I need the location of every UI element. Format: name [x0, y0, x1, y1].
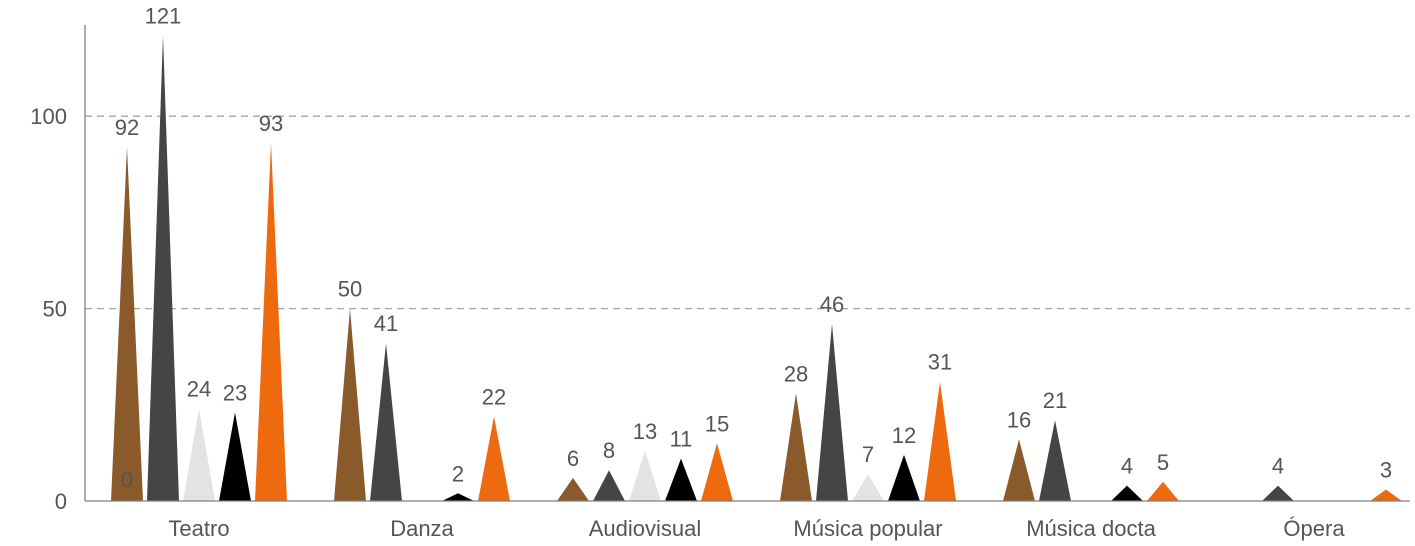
- category-label: Música docta: [1026, 516, 1156, 541]
- bar-triangle: [701, 443, 733, 501]
- y-tick-label: 50: [43, 297, 67, 322]
- bar-triangle: [1147, 481, 1179, 501]
- bar-triangle: [111, 146, 143, 501]
- bar-triangle: [334, 308, 366, 501]
- data-label: 0: [121, 467, 133, 492]
- data-label: 121: [145, 3, 182, 28]
- category-label: Música popular: [793, 516, 942, 541]
- data-label: 22: [482, 384, 506, 409]
- data-label: 11: [670, 427, 693, 452]
- bar-triangle: [1262, 485, 1294, 501]
- y-tick-labels: 0 50 100: [30, 104, 67, 514]
- data-label: 28: [784, 361, 808, 386]
- bar-triangle: [183, 408, 215, 501]
- data-label: 2: [452, 461, 464, 486]
- bar-triangle: [147, 35, 179, 501]
- category-label: Audiovisual: [589, 516, 702, 541]
- bar-triangle: [629, 450, 661, 501]
- category-label: Danza: [390, 516, 454, 541]
- bar-triangle: [924, 381, 956, 501]
- data-label: 50: [338, 277, 362, 302]
- category-labels: Teatro Danza Audiovisual Música popular Músi…: [168, 516, 1345, 541]
- data-label: 12: [892, 423, 916, 448]
- data-label: 5: [1157, 450, 1169, 475]
- bar-triangle: [1370, 489, 1402, 501]
- bar-triangle: [1039, 420, 1071, 501]
- data-label: 15: [705, 411, 729, 436]
- data-label: 7: [862, 442, 874, 467]
- bars: [111, 35, 1402, 502]
- data-label: 8: [603, 438, 615, 463]
- axes: [84, 25, 1410, 502]
- data-label: 23: [223, 380, 247, 405]
- data-label: 31: [928, 350, 952, 375]
- data-label: 13: [633, 419, 657, 444]
- bar-triangle: [557, 477, 589, 501]
- bar-triangle: [478, 416, 510, 501]
- bar-triangle: [665, 458, 697, 501]
- bar-triangle: [1003, 439, 1035, 501]
- data-label: 6: [567, 446, 579, 471]
- data-label: 41: [374, 311, 398, 336]
- bar-triangle: [442, 493, 474, 501]
- data-label: 16: [1007, 407, 1031, 432]
- category-label: Ópera: [1283, 516, 1345, 541]
- data-label: 3: [1380, 457, 1392, 482]
- data-label: 92: [115, 115, 139, 140]
- y-tick-label: 100: [30, 104, 67, 129]
- data-label: 21: [1043, 388, 1067, 413]
- bar-triangle: [852, 474, 884, 501]
- data-label: 4: [1272, 454, 1284, 479]
- bar-triangle: [888, 454, 920, 501]
- y-tick-label: 0: [55, 489, 67, 514]
- category-label: Teatro: [168, 516, 229, 541]
- data-label: 93: [259, 111, 283, 136]
- bar-triangle: [816, 323, 848, 501]
- bar-triangle: [1111, 485, 1143, 501]
- bar-triangle: [219, 412, 251, 501]
- data-label: 24: [187, 377, 211, 402]
- bar-triangle: [370, 343, 402, 501]
- bar-triangle: [593, 470, 625, 501]
- gridlines: [85, 115, 1410, 310]
- bar-triangle: [780, 393, 812, 501]
- data-label: 4: [1121, 454, 1133, 479]
- data-label: 46: [820, 292, 844, 317]
- bar-triangle: [255, 143, 287, 502]
